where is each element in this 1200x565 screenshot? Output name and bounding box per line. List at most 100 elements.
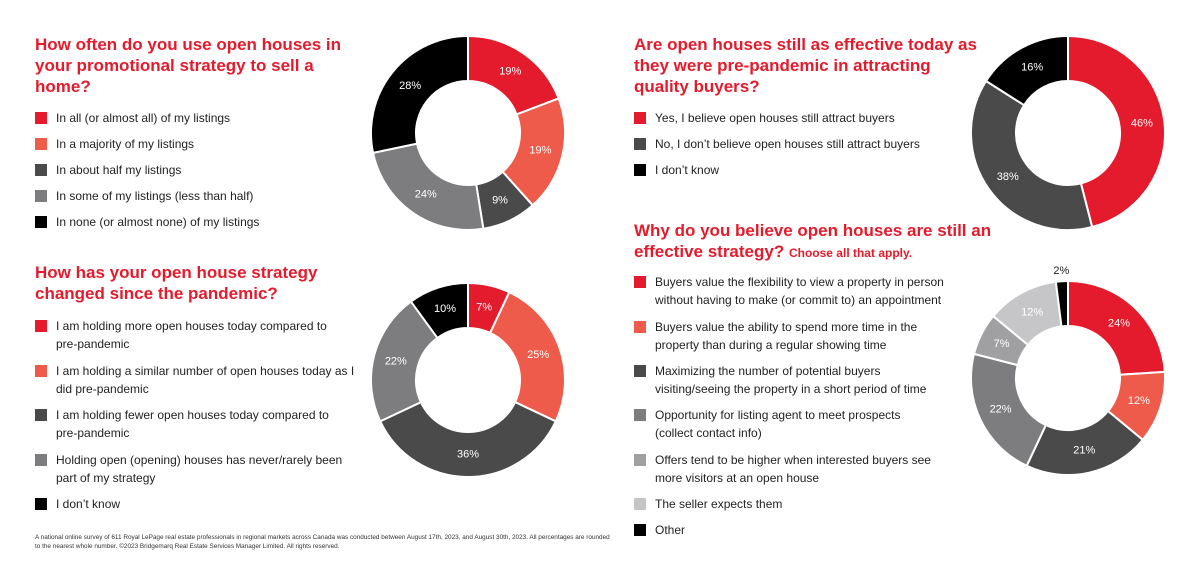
legend-swatch <box>634 365 646 377</box>
data-label: 25% <box>527 349 549 361</box>
legend-swatch <box>634 454 646 466</box>
data-label: 24% <box>415 188 437 200</box>
data-label: 46% <box>1131 118 1153 130</box>
data-label: 10% <box>434 303 456 315</box>
legend-label: Opportunity for listing agent to meet pr… <box>655 408 901 440</box>
data-label: 36% <box>457 449 479 461</box>
legend-label: In about half my listings <box>56 163 182 177</box>
legend-swatch <box>634 164 646 176</box>
data-label: 7% <box>476 301 492 313</box>
legend-item: In all (or almost all) of my listings <box>35 109 230 127</box>
chart-2-title: How has your open house strategy changed… <box>35 263 318 303</box>
chart-4-subtitle: Choose all that apply. <box>788 246 913 260</box>
legend-swatch <box>634 112 646 124</box>
legend-swatch <box>634 276 646 288</box>
donut-slice <box>370 34 469 155</box>
data-label: 19% <box>529 145 551 157</box>
data-label: 19% <box>499 66 521 78</box>
legend-item: I am holding fewer open houses today com… <box>35 406 335 442</box>
donut-slice <box>488 290 566 423</box>
data-label: 12% <box>1021 307 1043 319</box>
legend-swatch <box>35 498 47 510</box>
legend-label: In some of my listings (less than half) <box>56 189 254 203</box>
data-label: 16% <box>1021 62 1043 74</box>
legend-item: No, I don’t believe open houses still at… <box>634 135 920 153</box>
legend-item: Other <box>634 521 685 539</box>
donut-slice <box>1067 279 1166 376</box>
data-label: 28% <box>399 80 421 92</box>
donut-slice <box>467 281 511 335</box>
legend-label: In all (or almost all) of my listings <box>56 111 231 125</box>
donut-slice <box>991 280 1063 347</box>
chart-4-title: Why do you believe open houses are still… <box>634 220 1004 264</box>
legend-item: Buyers value the ability to spend more t… <box>634 318 934 354</box>
legend-label: Yes, I believe open houses still attract… <box>655 111 895 125</box>
donut-slice <box>1067 34 1166 229</box>
legend-swatch <box>634 138 646 150</box>
legend-swatch <box>35 454 47 466</box>
legend-label: I am holding more open houses today comp… <box>56 319 327 351</box>
chart-4-title-text: Why do you believe open houses are still… <box>634 221 992 261</box>
donut-slice <box>475 170 535 230</box>
legend-swatch <box>634 409 646 421</box>
legend-label: I don’t know <box>655 163 720 177</box>
data-label: 2% <box>1053 265 1069 277</box>
legend-item: I don’t know <box>35 495 120 513</box>
legend-item: I don’t know <box>634 161 719 179</box>
legend-item: Offers tend to be higher when interested… <box>634 451 954 487</box>
legend-swatch <box>35 409 47 421</box>
donut-slice <box>467 34 560 116</box>
data-label: 7% <box>994 338 1010 350</box>
legend-label: Other <box>655 523 686 537</box>
legend-swatch <box>35 112 47 124</box>
legend-swatch <box>634 524 646 536</box>
legend-label: Buyers value the ability to spend more t… <box>655 320 918 352</box>
legend-swatch <box>35 365 47 377</box>
legend-label: I don’t know <box>56 497 121 511</box>
donut-slice <box>970 79 1094 231</box>
footnote: A national online survey of 611 Royal Le… <box>35 534 610 551</box>
legend-item: Maximizing the number of potential buyer… <box>634 362 934 398</box>
legend-item: In about half my listings <box>35 161 181 179</box>
legend-item: I am holding more open houses today comp… <box>35 317 335 353</box>
chart-1-title: How often do you use open houses in your… <box>35 35 342 96</box>
data-label: 38% <box>997 171 1019 183</box>
legend-label: No, I don’t believe open houses still at… <box>655 137 920 151</box>
legend-swatch <box>35 190 47 202</box>
legend-label: The seller expects them <box>655 497 783 511</box>
legend-item: Buyers value the flexibility to view a p… <box>634 273 964 309</box>
legend-item: In none (or almost none) of my listings <box>35 213 259 231</box>
legend-swatch <box>35 164 47 176</box>
legend-item: In a majority of my listings <box>35 135 194 153</box>
legend-swatch <box>35 138 47 150</box>
donut-slice <box>970 352 1048 468</box>
legend-item: Holding open (opening) houses has never/… <box>35 451 355 487</box>
legend-label: Maximizing the number of potential buyer… <box>655 364 927 396</box>
donut-slice <box>378 400 558 478</box>
legend-item: I am holding a similar number of open ho… <box>35 362 355 398</box>
legend-label: In none (or almost none) of my listings <box>56 215 260 229</box>
donut-slice <box>1106 370 1166 442</box>
legend-label: Holding open (opening) houses has never/… <box>56 453 343 485</box>
data-label: 22% <box>990 404 1012 416</box>
donut-slice <box>972 314 1030 367</box>
legend-item: Opportunity for listing agent to meet pr… <box>634 406 934 442</box>
data-label: 9% <box>492 194 508 206</box>
donut-slice <box>984 34 1069 107</box>
data-label: 24% <box>1108 318 1130 330</box>
legend-item: Yes, I believe open houses still attract… <box>634 109 895 127</box>
donut-slice <box>1025 409 1145 476</box>
chart-3-title: Are open houses still as effective today… <box>634 35 977 96</box>
legend-label: I am holding fewer open houses today com… <box>56 408 329 440</box>
legend-label: Offers tend to be higher when interested… <box>655 453 931 485</box>
data-label: 12% <box>1128 395 1150 407</box>
legend-item: In some of my listings (less than half) <box>35 187 253 205</box>
legend-swatch <box>634 498 646 510</box>
legend-label: I am holding a similar number of open ho… <box>56 364 355 396</box>
data-label: 22% <box>385 355 407 367</box>
legend-label: Buyers value the flexibility to view a p… <box>655 275 944 307</box>
legend-swatch <box>634 321 646 333</box>
legend-item: The seller expects them <box>634 495 782 513</box>
legend-swatch <box>35 216 47 228</box>
legend-label: In a majority of my listings <box>56 137 195 151</box>
